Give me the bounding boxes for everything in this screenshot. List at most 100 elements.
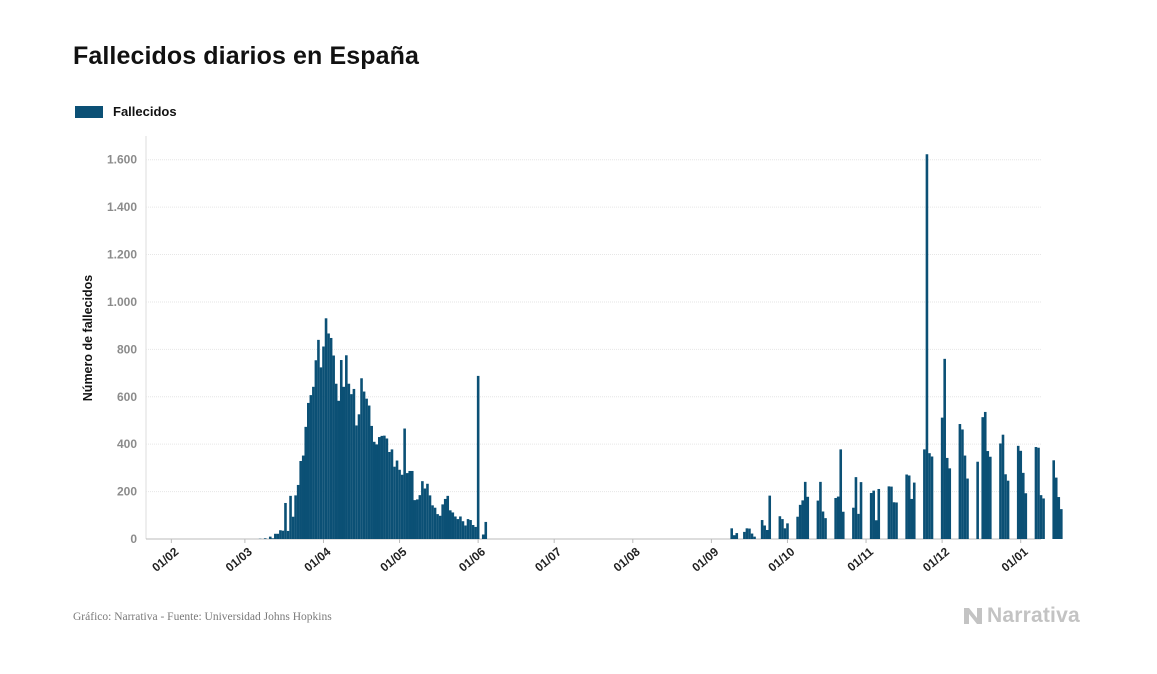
bar <box>296 484 300 539</box>
bar <box>395 460 399 539</box>
bar <box>279 530 282 539</box>
brand-name: Narrativa <box>987 604 1080 627</box>
bar <box>1057 497 1061 539</box>
bar <box>1021 472 1025 539</box>
bar <box>464 525 467 539</box>
x-tick-label: 01/12 <box>920 544 952 574</box>
bar <box>986 451 990 539</box>
bar <box>887 486 891 539</box>
bar <box>796 516 799 539</box>
bar <box>839 449 843 539</box>
bar <box>798 504 802 539</box>
x-tick-label: 01/10 <box>765 544 797 574</box>
bar <box>869 493 873 539</box>
bar <box>317 339 320 539</box>
bar <box>438 515 442 539</box>
bar <box>872 490 875 539</box>
bar <box>400 474 404 539</box>
x-tick-label: 01/11 <box>845 544 877 574</box>
bar <box>339 360 343 539</box>
chart-title: Fallecidos diarios en España <box>73 42 419 70</box>
bar <box>461 521 465 539</box>
bar <box>355 425 358 539</box>
bar <box>859 482 863 539</box>
bar <box>1042 498 1045 539</box>
bar <box>345 355 348 539</box>
bar <box>312 386 315 539</box>
y-tick-label: 400 <box>117 437 137 451</box>
bar <box>948 468 952 539</box>
bar <box>327 333 330 539</box>
bar <box>786 523 789 539</box>
bar <box>421 481 424 539</box>
bar <box>304 426 308 539</box>
x-tick-label: 01/06 <box>456 544 488 574</box>
y-tick-label: 0 <box>130 532 137 546</box>
bar <box>966 478 969 539</box>
bar-series-fallecidos <box>258 154 1063 539</box>
bar <box>471 525 475 539</box>
bar <box>423 488 427 539</box>
bar <box>783 528 787 539</box>
bar <box>289 495 292 539</box>
bar <box>372 441 376 539</box>
bar <box>892 502 896 539</box>
bar <box>768 495 772 539</box>
y-tick-label: 1.200 <box>107 248 137 262</box>
bar <box>370 425 373 539</box>
legend: Fallecidos <box>75 104 177 119</box>
bar <box>441 504 444 539</box>
bar <box>983 411 987 539</box>
bar <box>443 498 447 539</box>
x-tick-label: 01/04 <box>301 544 333 574</box>
bar <box>1006 480 1010 539</box>
bar <box>314 360 318 539</box>
bar <box>836 496 840 539</box>
bar <box>469 520 472 539</box>
bar <box>375 444 379 539</box>
x-axis: 01/02 01/03 01/04 01/05 01/06 01/07 01/08 01/09… <box>149 539 1031 575</box>
y-tick-label: 1.400 <box>107 200 137 214</box>
bar <box>385 438 389 539</box>
bar <box>476 375 480 539</box>
bar <box>286 530 290 539</box>
bar <box>841 511 845 539</box>
bar <box>910 498 914 539</box>
bar <box>963 455 967 539</box>
bar <box>1019 450 1023 539</box>
bar <box>426 483 429 539</box>
bar <box>819 481 822 539</box>
bar <box>329 337 333 539</box>
y-tick-label: 600 <box>117 390 137 404</box>
bar <box>1001 434 1005 539</box>
bar <box>263 538 267 539</box>
bar <box>319 367 323 539</box>
bar <box>877 488 881 539</box>
bar <box>1054 477 1058 539</box>
bar <box>274 533 277 539</box>
bar <box>413 500 417 539</box>
bar <box>930 456 934 539</box>
bar <box>431 505 434 539</box>
bar <box>398 469 401 539</box>
bar <box>405 473 409 539</box>
bar <box>852 507 855 539</box>
bar <box>1004 474 1007 539</box>
bar <box>748 528 751 539</box>
bar <box>342 386 346 539</box>
bar <box>824 518 827 539</box>
bar <box>1034 447 1038 539</box>
bar <box>895 502 898 539</box>
narrativa-logo-icon <box>964 608 982 624</box>
bar <box>907 475 911 539</box>
bar <box>360 378 363 539</box>
bar <box>735 533 739 539</box>
bar <box>367 405 371 539</box>
bar <box>976 461 979 539</box>
bar <box>451 512 455 539</box>
bar <box>408 470 412 539</box>
bar <box>925 154 929 539</box>
bar <box>1037 447 1040 539</box>
bar <box>377 437 381 539</box>
bar <box>276 533 280 539</box>
